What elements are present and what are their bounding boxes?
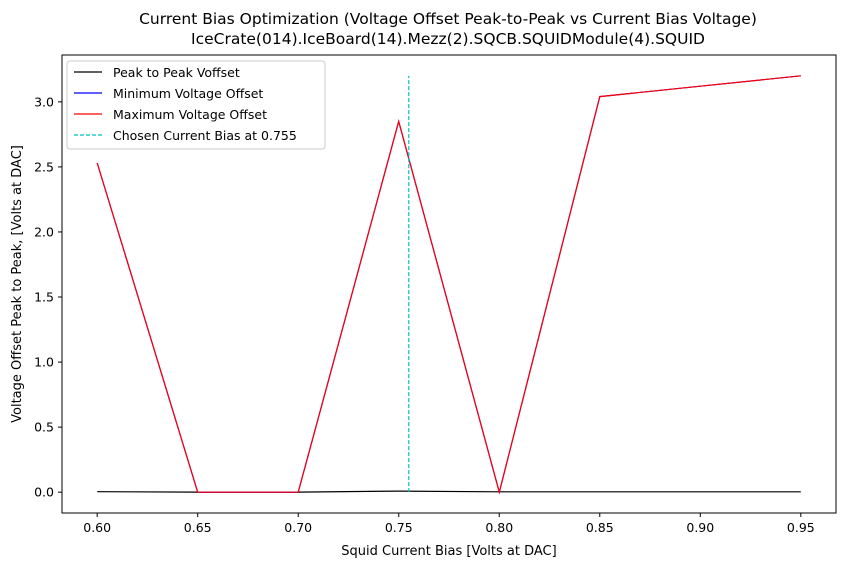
series-maximum-line (96, 75, 801, 495)
y-tick-label: 0.0 (34, 485, 54, 500)
plot-frame (61, 54, 837, 514)
y-tick-label: 1.0 (34, 355, 54, 370)
x-tick-label: 0.85 (586, 520, 614, 535)
y-axis: 0.0 0.5 1.0 1.5 2.0 2.5 3.0 (34, 94, 62, 500)
x-tick-label: 0.95 (787, 520, 815, 535)
x-tick-label: 0.60 (83, 520, 111, 535)
legend-label-chosen-bias: Chosen Current Bias at 0.755 (113, 128, 297, 143)
x-tick-label: 0.70 (284, 520, 312, 535)
chart-title: Current Bias Optimization (Voltage Offse… (139, 10, 757, 28)
legend-label-maximum: Maximum Voltage Offset (113, 107, 267, 122)
y-axis-label: Voltage Offset Peak to Peak, [Volts at D… (10, 145, 25, 423)
x-tick-label: 0.90 (686, 520, 714, 535)
x-tick-label: 0.65 (184, 520, 212, 535)
y-tick-label: 2.0 (34, 224, 54, 239)
x-axis: 0.60 0.65 0.70 0.75 0.80 0.85 0.90 0.95 (83, 513, 815, 535)
x-tick-label: 0.80 (485, 520, 513, 535)
legend-label-peak-to-peak: Peak to Peak Voffset (113, 65, 240, 80)
plot-area (96, 75, 801, 495)
legend-box (66, 60, 326, 150)
legend: Peak to Peak Voffset Minimum Voltage Off… (66, 60, 326, 150)
legend-label-minimum: Minimum Voltage Offset (113, 86, 263, 101)
y-tick-label: 3.0 (34, 94, 54, 109)
chart-subtitle: IceCrate(014).IceBoard(14).Mezz(2).SQCB.… (191, 30, 705, 48)
y-tick-label: 1.5 (34, 290, 54, 305)
x-tick-label: 0.75 (385, 520, 413, 535)
x-axis-label: Squid Current Bias [Volts at DAC] (341, 544, 556, 559)
y-tick-label: 0.5 (34, 420, 54, 435)
y-tick-label: 2.5 (34, 159, 54, 174)
